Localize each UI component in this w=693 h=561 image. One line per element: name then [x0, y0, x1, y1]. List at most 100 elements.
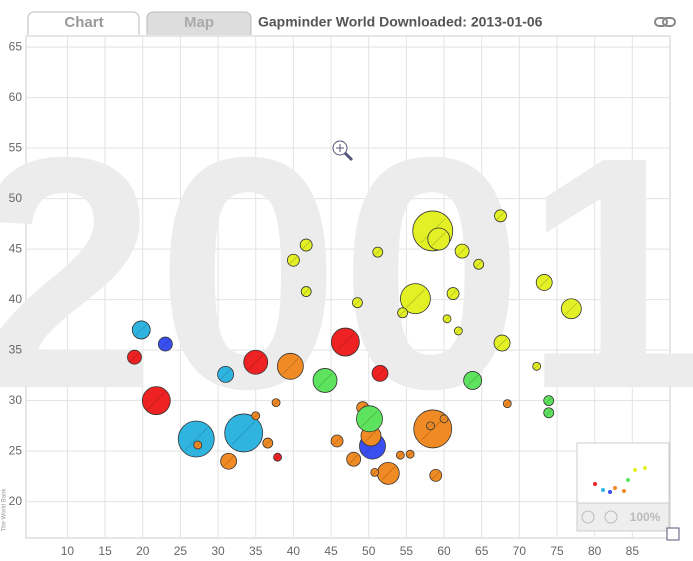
bubble — [427, 227, 451, 251]
bubble — [157, 336, 173, 352]
bubble-shine — [289, 256, 298, 265]
bubble — [271, 398, 281, 408]
bubble — [439, 414, 449, 424]
bubble-shine — [449, 289, 457, 298]
x-tick-label: 45 — [324, 544, 338, 558]
x-tick-label: 70 — [513, 544, 527, 558]
bubble-shine — [160, 339, 170, 349]
bubble — [276, 352, 304, 380]
x-tick-label: 40 — [287, 544, 301, 558]
bubble-shine — [248, 354, 264, 370]
x-tick-label: 55 — [400, 544, 414, 558]
bubble — [312, 368, 338, 393]
bubble — [356, 405, 383, 433]
x-tick-label: 80 — [588, 544, 602, 558]
bubble-shine — [185, 428, 208, 451]
bubble-shine — [374, 248, 381, 256]
x-tick-label: 15 — [98, 544, 112, 558]
bubble-shine — [273, 400, 279, 406]
plot-area — [25, 35, 671, 539]
y-tick-label: 60 — [9, 90, 23, 104]
y-tick-label: 55 — [9, 140, 23, 154]
y-tick-label: 25 — [9, 443, 23, 457]
bubble — [141, 386, 171, 416]
y-tick-label: 45 — [9, 241, 23, 255]
bubble — [127, 349, 142, 365]
y-tick-label: 50 — [9, 191, 23, 205]
x-tick-label: 85 — [626, 544, 640, 558]
y-tick-label: 30 — [9, 393, 23, 407]
x-tick-label: 35 — [249, 544, 263, 558]
bubble — [370, 467, 380, 477]
tab-label[interactable]: Chart — [64, 14, 103, 31]
bubble — [193, 440, 203, 450]
map-tab[interactable] — [146, 11, 252, 35]
link-icon[interactable] — [654, 17, 676, 27]
bubble-shine — [374, 368, 386, 379]
bubble — [543, 407, 555, 419]
bubble — [299, 238, 313, 252]
bubble — [400, 283, 431, 315]
x-tick-label: 20 — [136, 544, 150, 558]
bubble-shine — [427, 423, 434, 429]
bubble — [473, 258, 485, 270]
year-watermark: 2001 — [0, 88, 693, 457]
bubble — [405, 449, 415, 459]
bubble-shine — [282, 358, 299, 375]
bubble-shine — [317, 373, 333, 388]
bubble-shine — [130, 352, 139, 362]
bubble-shine — [361, 410, 378, 427]
bubble — [224, 413, 264, 453]
bubble-shine — [431, 232, 446, 246]
x-tick-label: 75 — [550, 544, 564, 558]
bubble — [217, 365, 235, 383]
bubble — [330, 327, 360, 357]
zoom-cursor — [332, 140, 354, 162]
x-tick-label: 65 — [475, 544, 489, 558]
bubble-shine — [220, 369, 231, 380]
x-tick-label: 10 — [61, 544, 75, 558]
bubble-shine — [381, 466, 396, 481]
x-tick-label: 25 — [174, 544, 188, 558]
bubble-shine — [467, 374, 479, 387]
bubble-shine — [455, 328, 461, 334]
bubble — [426, 421, 435, 431]
x-tick-label: 50 — [362, 544, 376, 558]
zoom-level: 100% — [630, 510, 661, 524]
bubble-shine — [135, 324, 147, 336]
chart-tab[interactable] — [27, 11, 140, 35]
bubble-shine — [397, 452, 403, 458]
bubble — [371, 364, 389, 382]
x-tick-label: 60 — [437, 544, 451, 558]
bubble — [273, 452, 282, 462]
bubble-shine — [406, 289, 425, 308]
bubble — [262, 437, 274, 449]
minimap[interactable]: 100% — [576, 442, 680, 541]
bubble-shine — [253, 413, 259, 419]
tab-label[interactable]: Map — [184, 14, 214, 31]
bubble-shine — [539, 277, 550, 288]
chart-title: Gapminder World Downloaded: 2013-01-06 — [258, 14, 543, 30]
bubble-shine — [545, 409, 552, 416]
bubble-shine — [274, 454, 281, 460]
bubble-shine — [223, 456, 234, 467]
y-tick-label: 35 — [9, 342, 23, 356]
source-label: The World Bank — [2, 488, 8, 532]
bubble-shine — [534, 363, 540, 369]
y-tick-label: 20 — [9, 494, 23, 508]
bubble — [346, 451, 362, 467]
bubble-shine — [147, 392, 165, 410]
bubble — [251, 411, 261, 421]
bubble — [397, 307, 409, 319]
bubble — [442, 314, 452, 324]
bubble — [543, 395, 555, 407]
bubble — [286, 253, 300, 267]
bubble-shine — [444, 316, 450, 322]
bubble — [494, 209, 507, 223]
bubble — [220, 452, 238, 470]
bubble-shine — [399, 309, 406, 316]
bubble-shine — [457, 246, 467, 256]
bubble — [429, 468, 443, 482]
bubble-shine — [336, 333, 354, 351]
